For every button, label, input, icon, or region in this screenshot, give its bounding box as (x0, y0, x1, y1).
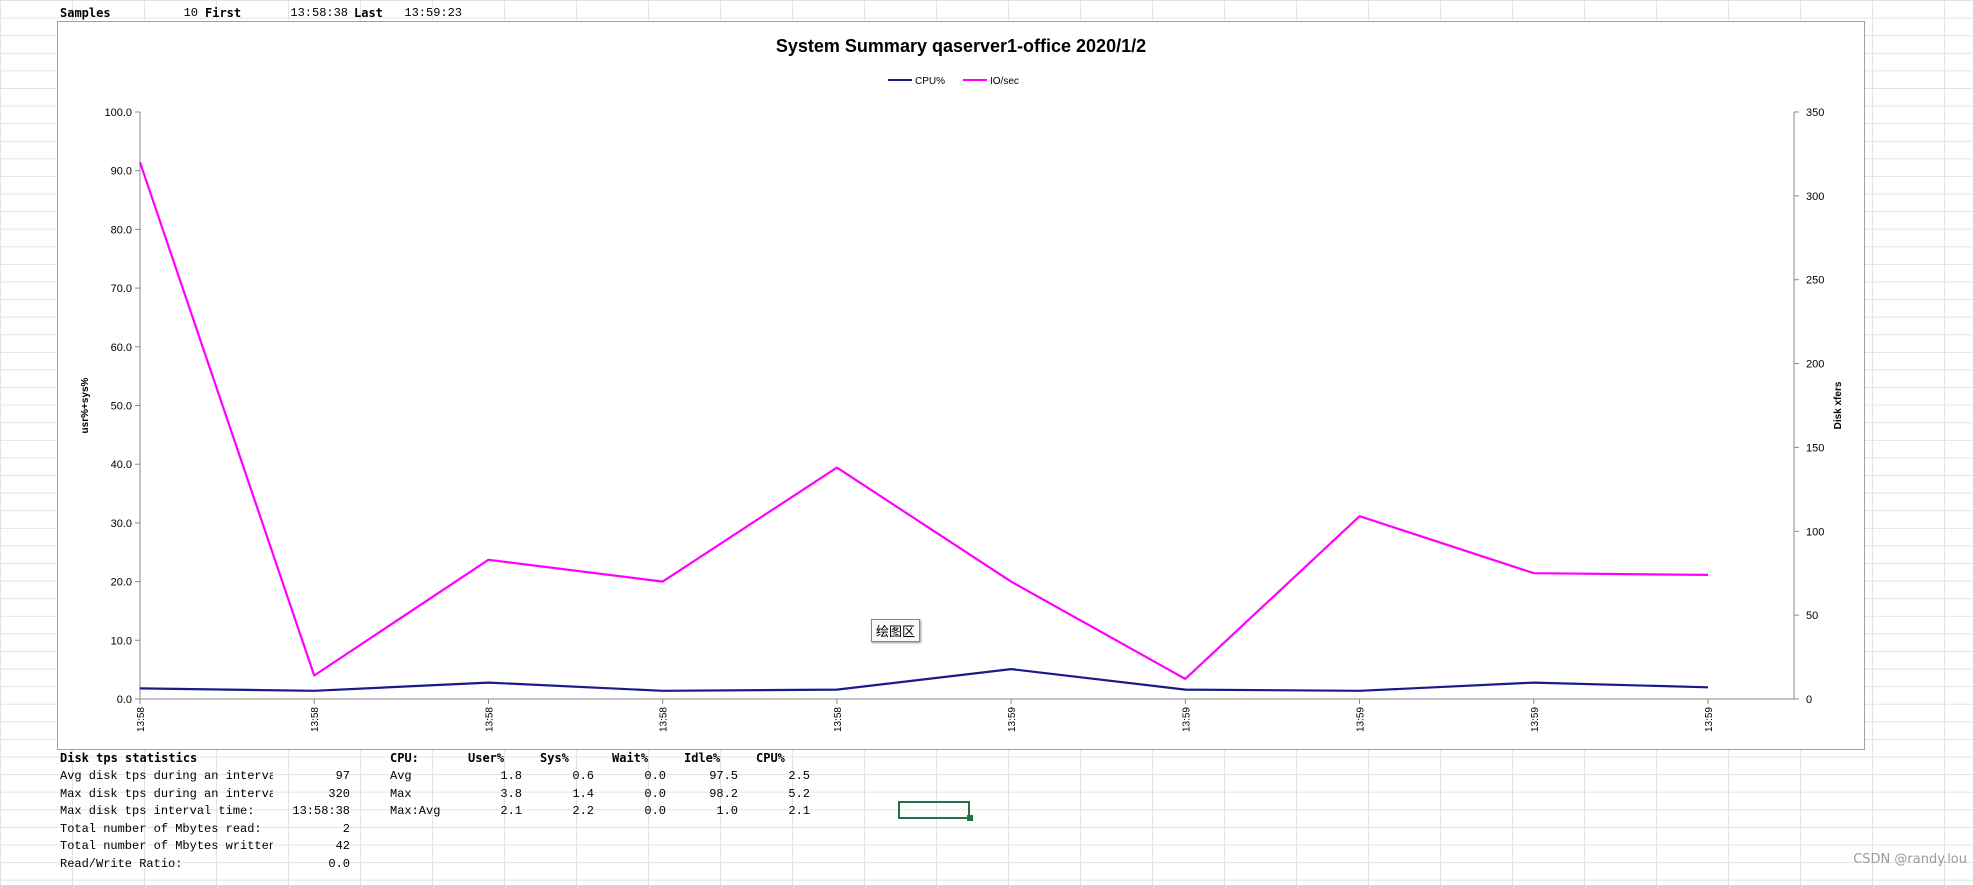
y-axis-title: usr%+sys% (80, 377, 91, 433)
plot-area-tooltip: 绘图区 (871, 619, 921, 642)
x-tick-label: 13:58 (136, 707, 147, 732)
y-tick-label: 80.0 (111, 224, 132, 236)
cpu-header: CPU% (756, 751, 785, 765)
x-tick-label: 13:58 (659, 707, 670, 732)
series-line-iosec (138, 161, 1709, 681)
y2-tick-label: 350 (1806, 107, 1824, 119)
y2-tick-label: 100 (1806, 526, 1824, 538)
last-value: 13:59:23 (404, 6, 462, 20)
y-tick-label: 20.0 (111, 577, 132, 589)
selected-cell[interactable] (898, 801, 970, 819)
cpu-cell: 0.0 (644, 786, 666, 801)
stats-title: Disk tps statistics (60, 751, 198, 765)
stats-label: Read/Write Ratio: (60, 857, 183, 871)
legend-entry: CPU% (915, 76, 945, 87)
x-tick-label: 13:59 (1530, 707, 1541, 732)
stats-label: Total number of Mbytes read: (60, 821, 262, 836)
y2-axis-title: Disk xfers (1833, 381, 1844, 429)
x-tick-label: 13:58 (484, 707, 495, 732)
cpu-cell: 0.0 (644, 769, 666, 783)
stats-value: 2 (342, 821, 350, 836)
y-tick-label: 90.0 (111, 166, 132, 178)
chart-svg: System Summary qaserver1-office 2020/1/2… (80, 36, 1844, 732)
stats-value: 42 (335, 839, 350, 854)
stats-label: Max disk tps during an interva (60, 786, 273, 801)
stats-value: 320 (328, 786, 350, 801)
y2-tick-label: 200 (1806, 359, 1824, 371)
cpu-cell: 98.2 (709, 786, 738, 801)
cpu-cell: Max (390, 786, 412, 801)
cpu-cell: 2.2 (572, 804, 594, 819)
cpu-cell: 0.0 (644, 804, 666, 819)
y-tick-label: 50.0 (111, 401, 132, 413)
x-tick-label: 13:58 (310, 707, 321, 732)
y2-tick-label: 300 (1806, 191, 1824, 203)
y-tick-label: 60.0 (111, 342, 132, 354)
cpu-cell: 1.8 (500, 769, 522, 783)
legend-entry: IO/sec (990, 76, 1019, 87)
cpu-cell: Avg (390, 769, 412, 783)
chart-title: System Summary qaserver1-office 2020/1/2 (776, 36, 1146, 56)
y-tick-label: 70.0 (111, 283, 132, 295)
cpu-cell: 2.5 (788, 769, 810, 783)
y2-tick-label: 50 (1806, 610, 1818, 622)
cpu-cell: 5.2 (788, 786, 810, 801)
cpu-cell: 0.6 (572, 769, 594, 783)
x-tick-label: 13:59 (1181, 707, 1192, 732)
y2-tick-label: 250 (1806, 275, 1824, 287)
cpu-cell: 3.8 (500, 786, 522, 801)
stats-value: 0.0 (328, 857, 350, 871)
stats-label: Total number of Mbytes written (60, 839, 273, 854)
stats-value: 97 (335, 769, 350, 783)
first-label: First (205, 6, 242, 20)
stats-label: Max disk tps interval time: (60, 804, 255, 819)
samples-value: 10 (183, 6, 198, 20)
cpu-cell: 2.1 (500, 804, 522, 819)
last-label: Last (354, 6, 383, 20)
y-tick-label: 30.0 (111, 518, 132, 530)
cpu-header: Wait% (612, 751, 649, 765)
y-tick-label: 40.0 (111, 459, 132, 471)
cpu-cell: Max:Avg (390, 804, 441, 819)
stats-label: Avg disk tps during an interva (60, 769, 273, 783)
y2-tick-label: 150 (1806, 442, 1824, 454)
x-tick-label: 13:59 (1356, 707, 1367, 732)
x-tick-label: 13:59 (1704, 707, 1715, 732)
cpu-cell: 97.5 (709, 769, 738, 783)
x-tick-label: 13:59 (1007, 707, 1018, 732)
samples-label: Samples (60, 6, 111, 20)
watermark: CSDN @randy.lou (1853, 852, 1967, 867)
y-tick-label: 10.0 (111, 635, 132, 647)
x-tick-label: 13:58 (833, 707, 844, 732)
cpu-cell: 1.4 (572, 786, 594, 801)
y2-tick-label: 0 (1806, 694, 1812, 706)
stats-value: 13:58:38 (292, 804, 350, 819)
cpu-header: Sys% (540, 751, 569, 765)
cpu-header: Idle% (684, 751, 721, 765)
first-value: 13:58:38 (290, 6, 348, 20)
cpu-header: CPU: (390, 751, 419, 765)
cpu-cell: 2.1 (788, 804, 810, 819)
chart-area[interactable]: System Summary qaserver1-office 2020/1/2… (57, 21, 1865, 750)
fill-handle[interactable] (967, 815, 973, 821)
cpu-header: User% (468, 751, 505, 765)
cpu-cell: 1.0 (716, 804, 738, 819)
y-tick-label: 100.0 (104, 107, 132, 119)
series-line-cpu (139, 667, 1709, 692)
y-tick-label: 0.0 (117, 694, 132, 706)
